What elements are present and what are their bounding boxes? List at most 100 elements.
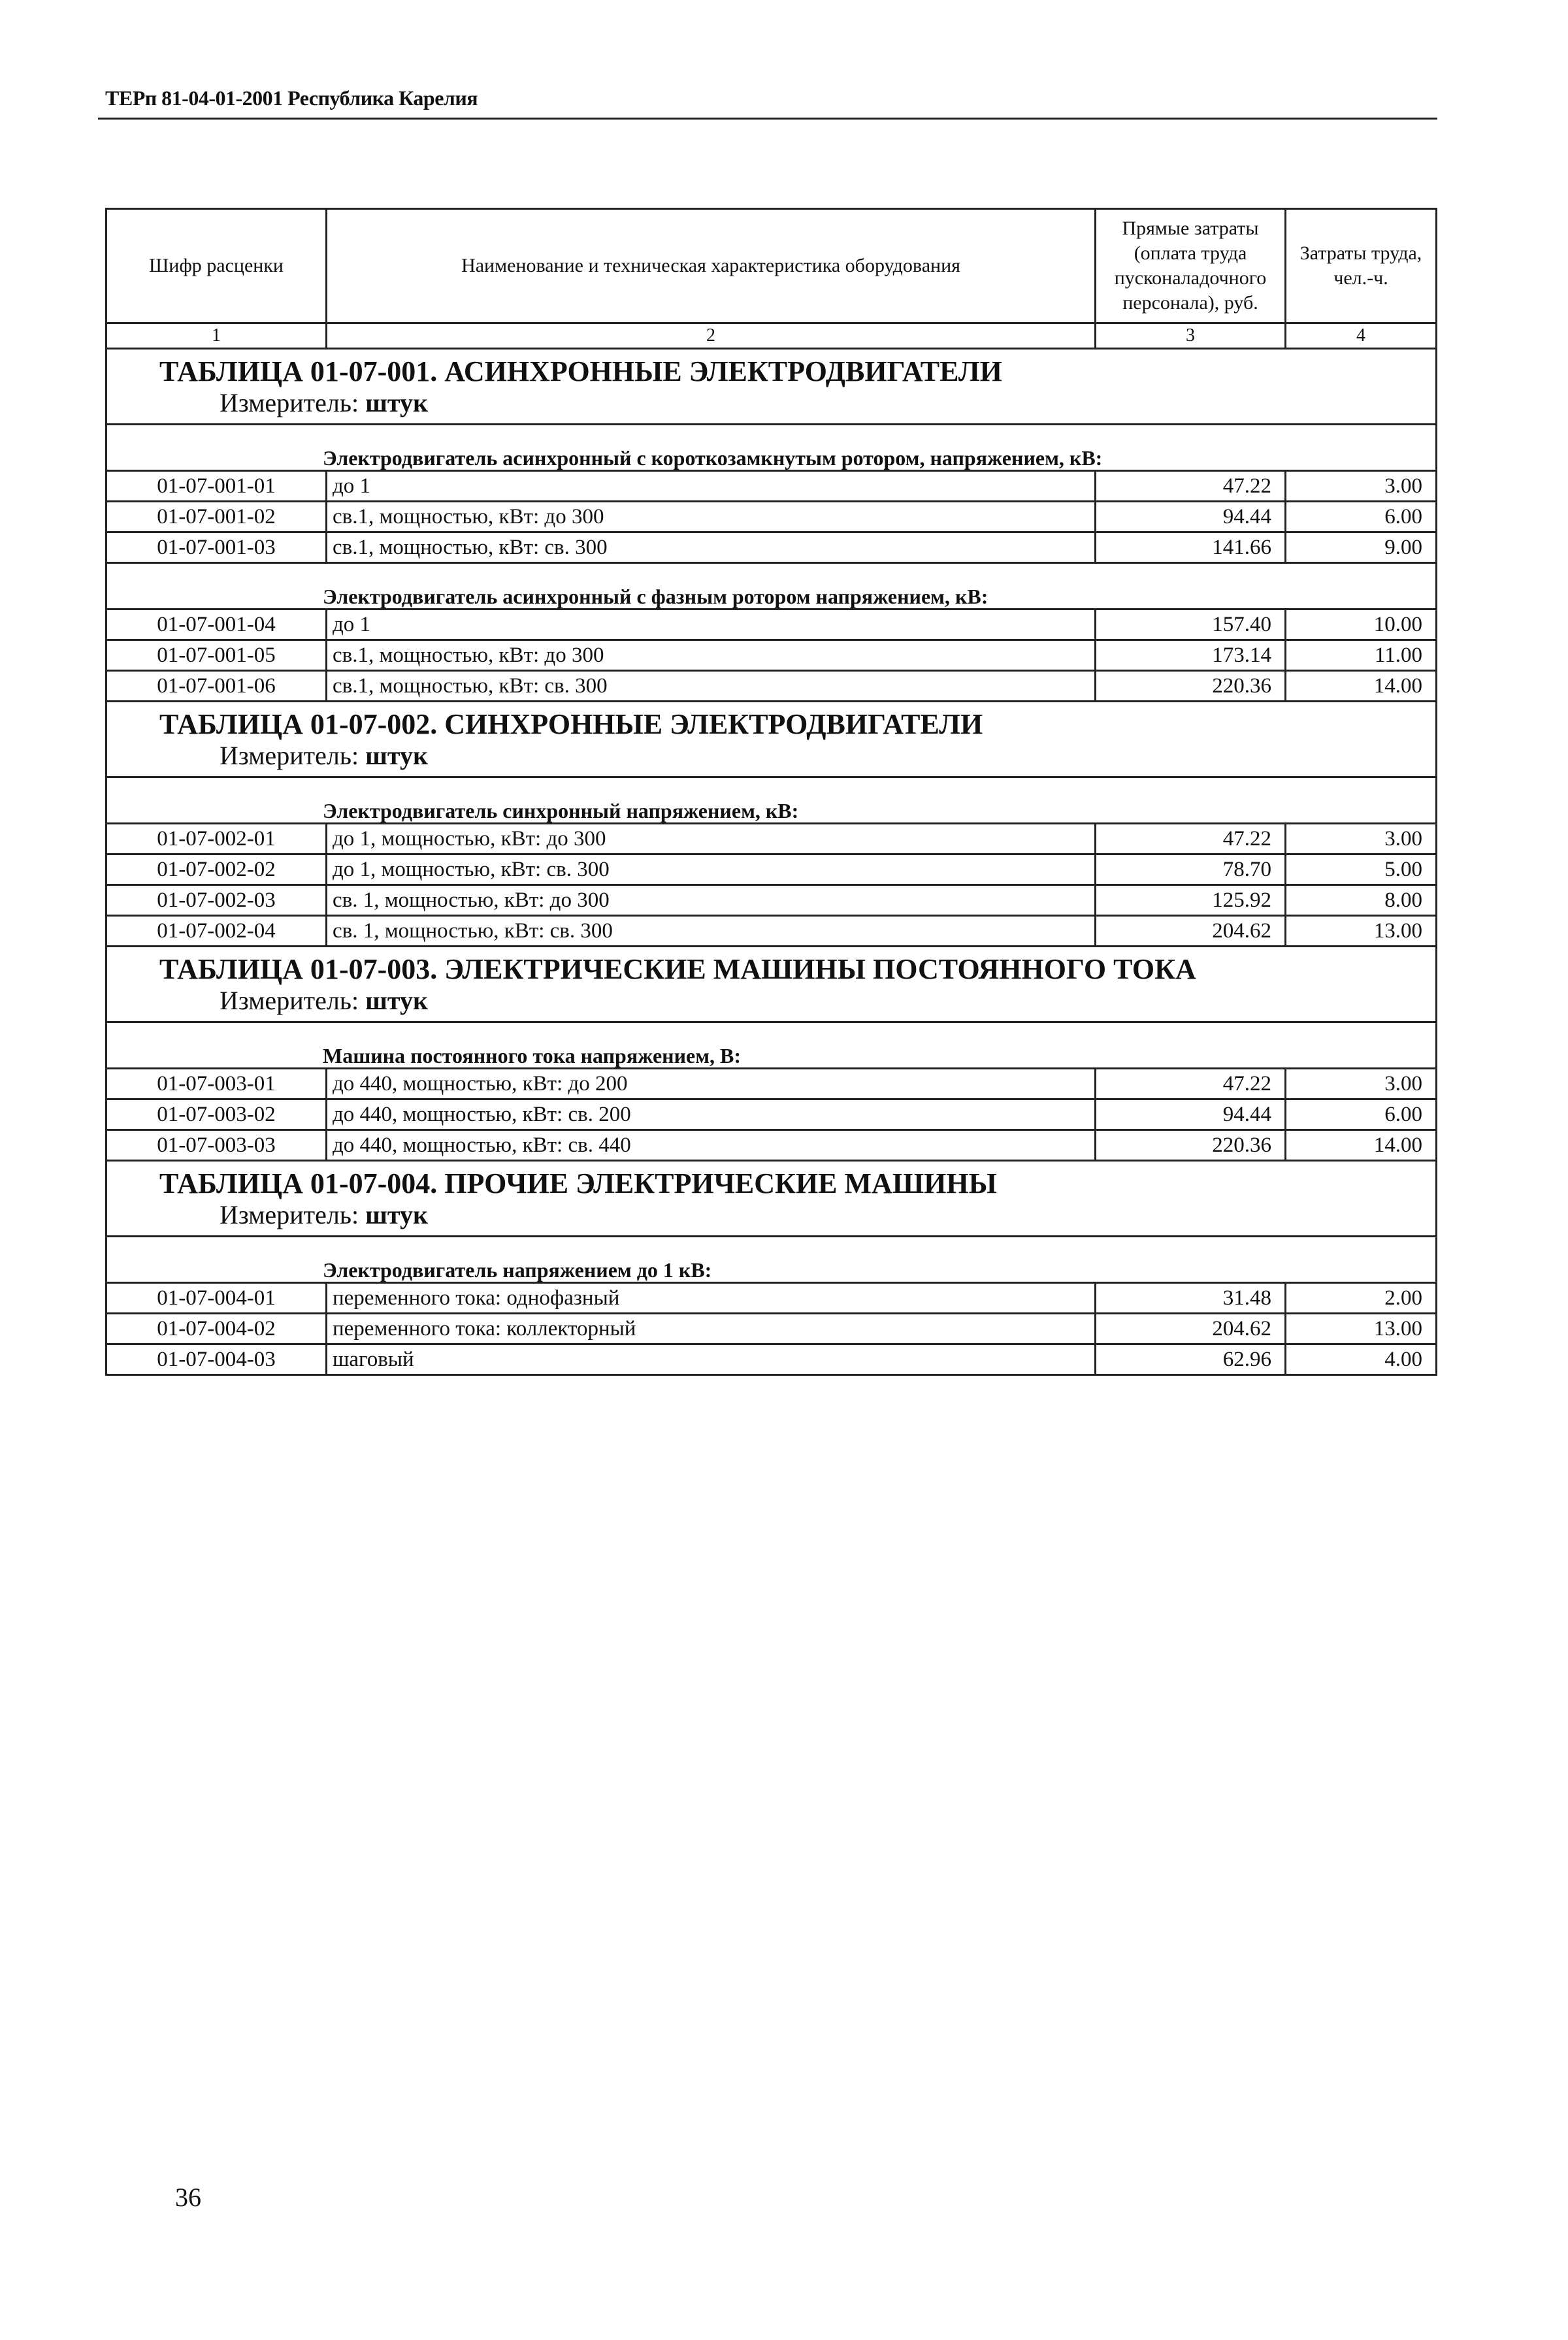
- direct-cost: 125.92: [1094, 884, 1286, 917]
- column-header-cost: Прямые затраты (оплата труда пусконаладо…: [1094, 208, 1286, 324]
- description: до 1: [325, 470, 1096, 502]
- direct-cost: 94.44: [1094, 1098, 1286, 1131]
- table-row: 01-07-001-02 св.1, мощностью, кВт: до 300…: [105, 500, 1437, 533]
- header-divider: [98, 118, 1437, 120]
- group-heading-row: Машина постоянного тока напряжением, В:: [105, 1021, 1437, 1069]
- section-title-cell: ТАБЛИЦА 01-07-002. СИНХРОННЫЕ ЭЛЕКТРОДВИ…: [105, 700, 1437, 778]
- table-row: 01-07-004-01 переменного тока: однофазный…: [105, 1282, 1437, 1314]
- column-header-code: Шифр расценки: [105, 208, 327, 324]
- column-number: 2: [325, 322, 1096, 349]
- unit-value: штук: [365, 741, 429, 770]
- rate-code: 01-07-004-02: [105, 1312, 327, 1345]
- table-row: 01-07-004-03 шаговый 62.96 4.00: [105, 1343, 1437, 1376]
- table-row: 01-07-001-04 до 1 157.40 10.00: [105, 608, 1437, 641]
- direct-cost: 78.70: [1094, 853, 1286, 886]
- group-heading-row: Электродвигатель асинхронный с фазным ро…: [105, 562, 1437, 610]
- description: св.1, мощностью, кВт: св. 300: [325, 531, 1096, 564]
- labor-cost: 4.00: [1284, 1343, 1437, 1376]
- direct-cost: 47.22: [1094, 470, 1286, 502]
- group-heading-row: Электродвигатель синхронный напряжением,…: [105, 776, 1437, 824]
- labor-cost: 8.00: [1284, 884, 1437, 917]
- description: до 440, мощностью, кВт: св. 200: [325, 1098, 1096, 1131]
- page-number: 36: [175, 2183, 201, 2212]
- rate-code: 01-07-001-01: [105, 470, 327, 502]
- column-number: 3: [1094, 322, 1286, 349]
- column-headers: Шифр расценки Наименование и техническая…: [105, 208, 1437, 324]
- description: переменного тока: коллекторный: [325, 1312, 1096, 1345]
- section-title-cell: ТАБЛИЦА 01-07-003. ЭЛЕКТРИЧЕСКИЕ МАШИНЫ …: [105, 945, 1437, 1023]
- table-row: 01-07-002-01 до 1, мощностью, кВт: до 300…: [105, 822, 1437, 855]
- group-heading-row: Электродвигатель напряжением до 1 кВ:: [105, 1235, 1437, 1284]
- unit-value: штук: [365, 986, 429, 1015]
- rate-code: 01-07-004-03: [105, 1343, 327, 1376]
- group-heading: Машина постоянного тока напряжением, В:: [105, 1021, 1437, 1069]
- direct-cost: 204.62: [1094, 915, 1286, 947]
- section-title-row: ТАБЛИЦА 01-07-003. ЭЛЕКТРИЧЕСКИЕ МАШИНЫ …: [105, 945, 1437, 1023]
- rate-code: 01-07-002-02: [105, 853, 327, 886]
- labor-cost: 3.00: [1284, 1067, 1437, 1100]
- direct-cost: 173.14: [1094, 639, 1286, 672]
- description: переменного тока: однофазный: [325, 1282, 1096, 1314]
- section-title: ТАБЛИЦА 01-07-002. СИНХРОННЫЕ ЭЛЕКТРОДВИ…: [159, 708, 983, 740]
- column-numbers: 1 2 3 4: [105, 322, 1437, 349]
- table-row: 01-07-001-03 св.1, мощностью, кВт: св. 30…: [105, 531, 1437, 564]
- section-title: ТАБЛИЦА 01-07-003. ЭЛЕКТРИЧЕСКИЕ МАШИНЫ …: [159, 953, 1196, 985]
- group-heading: Электродвигатель асинхронный с короткоза…: [105, 423, 1437, 472]
- table-row: 01-07-003-01 до 440, мощностью, кВт: до 2…: [105, 1067, 1437, 1100]
- labor-cost: 14.00: [1284, 670, 1437, 702]
- unit-value: штук: [365, 1200, 429, 1229]
- labor-cost: 13.00: [1284, 915, 1437, 947]
- rate-code: 01-07-002-04: [105, 915, 327, 947]
- labor-cost: 14.00: [1284, 1129, 1437, 1162]
- rate-code: 01-07-003-03: [105, 1129, 327, 1162]
- unit-line: Измеритель: штук: [159, 1201, 1435, 1229]
- table-row: 01-07-002-02 до 1, мощностью, кВт: св. 30…: [105, 853, 1437, 886]
- column-number: 1: [105, 322, 327, 349]
- rate-code: 01-07-001-03: [105, 531, 327, 564]
- rate-code: 01-07-001-06: [105, 670, 327, 702]
- table-body: ТАБЛИЦА 01-07-001. АСИНХРОННЫЕ ЭЛЕКТРОДВ…: [105, 348, 1437, 1376]
- unit-label: Измеритель:: [220, 741, 359, 770]
- description: св. 1, мощностью, кВт: до 300: [325, 884, 1096, 917]
- table-row: 01-07-001-01 до 1 47.22 3.00: [105, 470, 1437, 502]
- direct-cost: 141.66: [1094, 531, 1286, 564]
- description: св.1, мощностью, кВт: до 300: [325, 639, 1096, 672]
- rate-code: 01-07-002-01: [105, 822, 327, 855]
- description: св.1, мощностью, кВт: до 300: [325, 500, 1096, 533]
- direct-cost: 62.96: [1094, 1343, 1286, 1376]
- description: св.1, мощностью, кВт: св. 300: [325, 670, 1096, 702]
- price-table: Шифр расценки Наименование и техническая…: [105, 208, 1437, 1376]
- section-title: ТАБЛИЦА 01-07-001. АСИНХРОННЫЕ ЭЛЕКТРОДВ…: [159, 355, 1002, 387]
- section-title: ТАБЛИЦА 01-07-004. ПРОЧИЕ ЭЛЕКТРИЧЕСКИЕ …: [159, 1167, 997, 1199]
- description: до 1: [325, 608, 1096, 641]
- labor-cost: 6.00: [1284, 500, 1437, 533]
- table-row: 01-07-002-03 св. 1, мощностью, кВт: до 30…: [105, 884, 1437, 917]
- direct-cost: 31.48: [1094, 1282, 1286, 1314]
- rate-code: 01-07-001-02: [105, 500, 327, 533]
- labor-cost: 10.00: [1284, 608, 1437, 641]
- rate-code: 01-07-004-01: [105, 1282, 327, 1314]
- labor-cost: 3.00: [1284, 822, 1437, 855]
- rate-code: 01-07-003-02: [105, 1098, 327, 1131]
- description: до 1, мощностью, кВт: до 300: [325, 822, 1096, 855]
- description: св. 1, мощностью, кВт: св. 300: [325, 915, 1096, 947]
- unit-line: Измеритель: штук: [159, 741, 1435, 770]
- labor-cost: 5.00: [1284, 853, 1437, 886]
- direct-cost: 47.22: [1094, 822, 1286, 855]
- rate-code: 01-07-001-04: [105, 608, 327, 641]
- direct-cost: 220.36: [1094, 1129, 1286, 1162]
- table-row: 01-07-004-02 переменного тока: коллекторн…: [105, 1312, 1437, 1345]
- description: до 440, мощностью, кВт: св. 440: [325, 1129, 1096, 1162]
- labor-cost: 3.00: [1284, 470, 1437, 502]
- column-number: 4: [1284, 322, 1437, 349]
- document-header: ТЕРп 81-04-01-2001 Республика Карелия: [105, 86, 478, 110]
- table-row: 01-07-001-06 св.1, мощностью, кВт: св. 30…: [105, 670, 1437, 702]
- description: до 1, мощностью, кВт: св. 300: [325, 853, 1096, 886]
- column-header-labor: Затраты труда, чел.-ч.: [1284, 208, 1437, 324]
- group-heading-row: Электродвигатель асинхронный с короткоза…: [105, 423, 1437, 472]
- unit-label: Измеритель:: [220, 986, 359, 1015]
- description: до 440, мощностью, кВт: до 200: [325, 1067, 1096, 1100]
- labor-cost: 2.00: [1284, 1282, 1437, 1314]
- direct-cost: 47.22: [1094, 1067, 1286, 1100]
- rate-code: 01-07-003-01: [105, 1067, 327, 1100]
